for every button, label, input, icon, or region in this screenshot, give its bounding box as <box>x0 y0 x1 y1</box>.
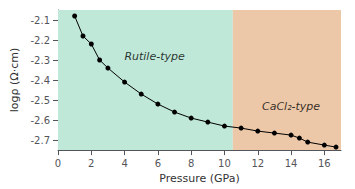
svg-text:-2.7: -2.7 <box>30 135 50 146</box>
svg-text:Pressure (GPa): Pressure (GPa) <box>159 172 239 185</box>
svg-text:2: 2 <box>88 158 94 169</box>
svg-text:CaCl₂-type: CaCl₂-type <box>262 100 320 113</box>
svg-text:0: 0 <box>55 158 61 169</box>
svg-text:14: 14 <box>285 158 298 169</box>
svg-text:10: 10 <box>218 158 231 169</box>
svg-text:-2.2: -2.2 <box>30 35 50 46</box>
svg-text:-2.3: -2.3 <box>30 55 50 66</box>
svg-text:-2.5: -2.5 <box>30 95 50 106</box>
svg-text:Rutile-type: Rutile-type <box>124 50 185 63</box>
svg-text:8: 8 <box>188 158 194 169</box>
svg-text:6: 6 <box>155 158 161 169</box>
svg-text:12: 12 <box>251 158 264 169</box>
svg-text:4: 4 <box>121 158 127 169</box>
svg-text:-2.4: -2.4 <box>30 75 50 86</box>
svg-text:logρ (Ω·cm): logρ (Ω·cm) <box>8 48 21 113</box>
svg-text:16: 16 <box>318 158 331 169</box>
svg-text:-2.6: -2.6 <box>30 115 50 126</box>
svg-text:-2.1: -2.1 <box>30 15 50 26</box>
